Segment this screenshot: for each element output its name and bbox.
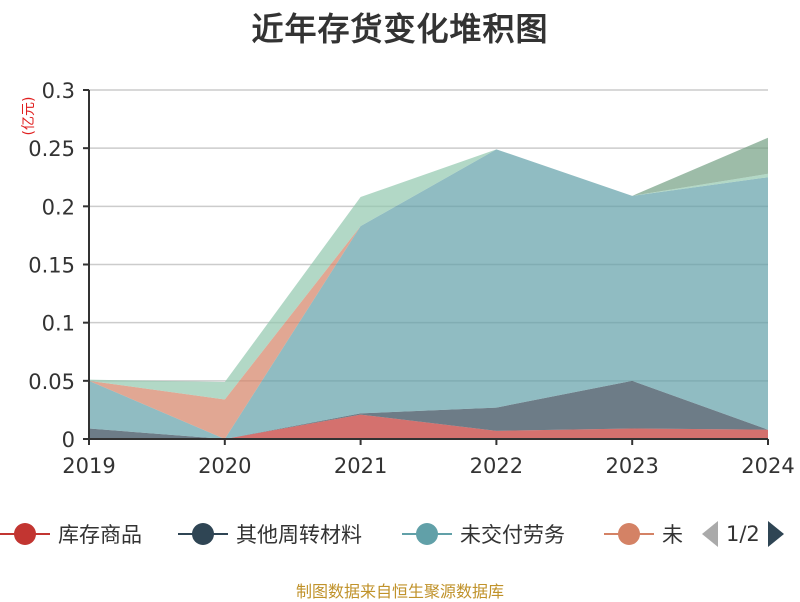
x-tick-label: 2020 — [198, 454, 251, 478]
x-tick-label: 2019 — [62, 454, 115, 478]
area-series-2 — [89, 149, 768, 439]
y-tick-label: 0.25 — [28, 137, 75, 161]
legend: 库存商品 其他周转材料 未交付劳务 未 — [0, 517, 800, 551]
legend-marker-icon — [0, 523, 50, 545]
area-series-1 — [89, 380, 768, 439]
y-tick-label: 0.3 — [42, 79, 75, 103]
y-tick-label: 0.2 — [42, 195, 75, 219]
x-tick-label: 2023 — [605, 454, 658, 478]
data-source-note: 制图数据来自恒生聚源数据库 — [295, 582, 504, 601]
area-series-3 — [89, 149, 768, 439]
legend-item[interactable]: 未 — [604, 517, 683, 551]
axes: 0 0.05 0.1 0.15 0.2 0.25 0.3 2019 2020 2021 2022 20… — [28, 79, 794, 478]
area-series-0 — [89, 414, 768, 439]
y-tick-label: 0.15 — [28, 254, 75, 278]
y-axis-unit-label: (亿元) — [21, 97, 37, 136]
legend-marker-icon — [604, 523, 654, 545]
y-tick-label: 0 — [62, 428, 75, 452]
y-tick-label: 0.1 — [42, 312, 75, 336]
legend-page-indicator: 1/2 — [726, 522, 760, 546]
legend-item[interactable]: 库存商品 — [0, 517, 142, 551]
legend-label: 其他周转材料 — [236, 523, 362, 547]
legend-label: 未交付劳务 — [460, 523, 565, 547]
prev-page-icon[interactable] — [700, 519, 720, 549]
legend-marker-icon — [402, 523, 452, 545]
legend-item[interactable]: 其他周转材料 — [178, 517, 362, 551]
stacked-area-chart: 0 0.05 0.1 0.15 0.2 0.25 0.3 2019 2020 2021 2022 20… — [21, 79, 795, 478]
next-page-icon[interactable] — [766, 519, 786, 549]
legend-label: 未 — [662, 523, 683, 547]
chart-title: 近年存货变化堆积图 — [251, 10, 549, 48]
area-series — [89, 137, 768, 439]
legend-pager: 1/2 — [700, 517, 786, 551]
area-series-4 — [89, 149, 768, 400]
x-tick-label: 2021 — [334, 454, 387, 478]
y-tick-label: 0.05 — [28, 370, 75, 394]
legend-marker-icon — [178, 523, 228, 545]
x-tick-label: 2024 — [741, 454, 794, 478]
legend-item[interactable]: 未交付劳务 — [402, 517, 565, 551]
x-tick-label: 2022 — [470, 454, 523, 478]
legend-label: 库存商品 — [58, 523, 142, 547]
